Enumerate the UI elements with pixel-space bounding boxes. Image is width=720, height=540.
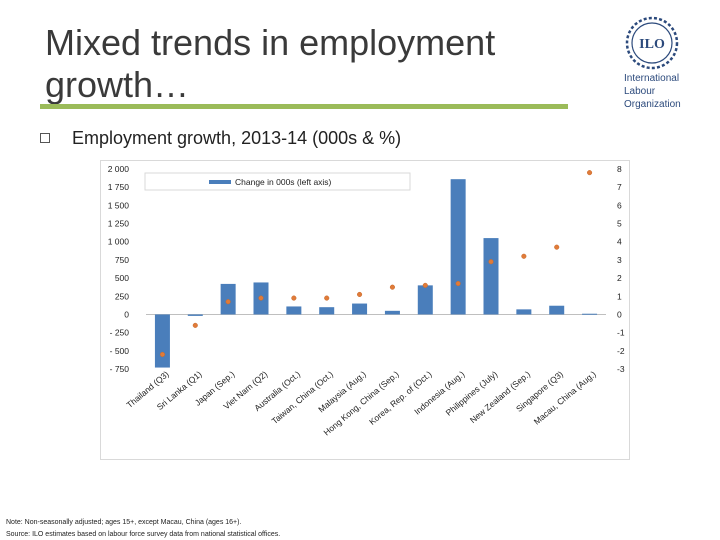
ilo-logo-line: Labour bbox=[624, 86, 656, 97]
scatter-point bbox=[225, 299, 231, 305]
scatter-point bbox=[587, 170, 593, 176]
scatter-point bbox=[554, 244, 560, 250]
legend-box bbox=[144, 172, 411, 191]
y-right-tick-label: 6 bbox=[617, 200, 622, 210]
bar-mark bbox=[187, 314, 203, 316]
scatter-point bbox=[422, 282, 428, 288]
scatter-point bbox=[159, 351, 165, 358]
y-left-tick-label: 750 bbox=[115, 255, 129, 265]
bar-mark bbox=[154, 314, 170, 368]
legend-swatch bbox=[209, 180, 231, 184]
title-underline bbox=[40, 104, 568, 109]
y-left-tick-label: 1 750 bbox=[108, 182, 130, 192]
source-note: Source: ILO estimates based on labour fo… bbox=[6, 531, 281, 538]
ilo-logo: ILO International Labour Organization bbox=[620, 15, 688, 110]
x-category-label: Korea, Rep. of (Oct.) bbox=[367, 369, 434, 427]
footnote: Note: Non-seasonally adjusted; ages 15+,… bbox=[6, 519, 242, 526]
ilo-mark: ILO bbox=[639, 37, 665, 52]
y-left-tick-label: - 250 bbox=[110, 328, 130, 338]
y-right-tick-label: 8 bbox=[617, 164, 622, 174]
y-left-tick-label: - 750 bbox=[110, 364, 130, 374]
scatter-point bbox=[488, 259, 494, 265]
scatter-point bbox=[324, 295, 330, 301]
x-category-label: Taiwan, China (Oct.) bbox=[270, 369, 336, 426]
scatter-point bbox=[455, 280, 461, 287]
y-left-tick-label: 250 bbox=[115, 291, 129, 301]
bar-mark bbox=[582, 313, 598, 315]
ilo-logo-line: International bbox=[624, 73, 680, 84]
y-left-tick-label: - 500 bbox=[110, 346, 130, 356]
y-right-tick-label: -1 bbox=[617, 328, 625, 338]
y-right-tick-label: -3 bbox=[617, 364, 625, 374]
bullet-text: Employment growth, 2013-14 (000s & %) bbox=[72, 128, 402, 148]
scatter-point bbox=[389, 284, 395, 290]
y-right-tick-label: 3 bbox=[617, 255, 622, 265]
y-left-tick-label: 1 000 bbox=[108, 237, 130, 247]
y-left-tick-label: 500 bbox=[115, 273, 129, 283]
ilo-emblem-icon: ILO bbox=[625, 16, 679, 70]
scatter-point bbox=[291, 295, 297, 301]
bar-mark bbox=[450, 179, 466, 315]
ilo-logo-line: Organization bbox=[624, 99, 681, 110]
legend-label: Change in 000s (left axis) bbox=[235, 177, 332, 187]
bar-mark bbox=[352, 303, 368, 315]
ilo-logo-text: International Labour Organization bbox=[624, 72, 694, 111]
bar-mark bbox=[286, 306, 302, 315]
bar-mark bbox=[417, 285, 433, 315]
scatter-point bbox=[192, 322, 198, 328]
slide-title-line2: growth… bbox=[45, 64, 190, 105]
bar-mark bbox=[483, 238, 499, 315]
bar-mark bbox=[516, 309, 532, 315]
scatter-point bbox=[258, 295, 264, 301]
bullet-square-icon bbox=[40, 133, 50, 143]
y-left-tick-label: 1 250 bbox=[108, 219, 130, 229]
y-left-tick-label: 0 bbox=[124, 309, 129, 319]
y-right-tick-label: 4 bbox=[617, 237, 622, 247]
y-left-tick-label: 1 500 bbox=[108, 200, 130, 210]
y-right-tick-label: 5 bbox=[617, 219, 622, 229]
scatter-point bbox=[521, 253, 527, 259]
chart-frame: - 750- 500- 250 0 250 500 750 1 000 1 250 1 500… bbox=[100, 160, 630, 460]
y-right-tick-label: -2 bbox=[617, 346, 625, 356]
y-right-tick-label: 0 bbox=[617, 309, 622, 319]
slide-title: Mixed trends in employment growth… bbox=[45, 22, 565, 106]
x-category-label: Macau, China (Aug.) bbox=[532, 369, 598, 427]
bar-mark bbox=[319, 307, 335, 315]
bar-mark bbox=[549, 305, 565, 315]
slide-title-line1: Mixed trends in employment bbox=[45, 22, 496, 63]
x-category-label: New Zealand (Sep.) bbox=[468, 369, 532, 425]
y-right-tick-label: 2 bbox=[617, 273, 622, 283]
y-right-tick-label: 1 bbox=[617, 291, 622, 301]
scatter-point bbox=[357, 291, 363, 298]
y-right-tick-label: 7 bbox=[617, 182, 622, 192]
bar-mark bbox=[384, 310, 400, 315]
y-left-tick-label: 2 000 bbox=[108, 164, 130, 174]
